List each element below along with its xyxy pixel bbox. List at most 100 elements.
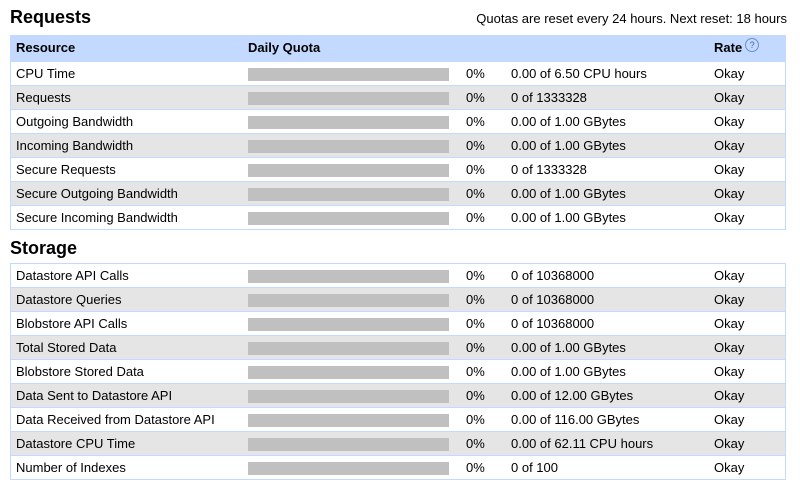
quota-usage: 0.00 of 6.50 CPU hours — [511, 66, 647, 81]
quota-bar — [248, 438, 449, 451]
quota-percent: 0% — [466, 388, 485, 403]
table-row: Incoming Bandwidth 0% 0.00 of 1.00 GBytes O… — [11, 133, 785, 157]
table-row: Blobstore Stored Data 0% 0.00 of 1.00 GByt… — [11, 359, 785, 383]
quota-bar — [248, 390, 449, 403]
quota-bar — [248, 342, 449, 355]
rate-status: Okay — [714, 436, 745, 451]
resource-name: Secure Incoming Bandwidth — [16, 210, 178, 225]
resource-name: Blobstore API Calls — [16, 316, 128, 331]
storage-section-title: Storage — [10, 238, 78, 258]
table-row: Secure Outgoing Bandwidth 0% 0.00 of 1.00 … — [11, 181, 785, 205]
table-row: Total Stored Data 0% 0.00 of 1.00 GBytes Ok… — [11, 335, 785, 359]
quota-percent: 0% — [466, 412, 485, 427]
rate-status: Okay — [714, 186, 745, 201]
quota-usage: 0.00 of 1.00 GBytes — [511, 114, 626, 129]
rate-status: Okay — [714, 460, 745, 475]
quota-percent: 0% — [466, 364, 485, 379]
table-row: CPU Time 0% 0.00 of 6.50 CPU hours Okay — [11, 61, 785, 85]
resource-name: Secure Requests — [16, 162, 116, 177]
quota-usage: 0.00 of 1.00 GBytes — [511, 138, 626, 153]
quota-bar — [248, 68, 449, 81]
quota-usage: 0.00 of 1.00 GBytes — [511, 364, 626, 379]
rate-status: Okay — [714, 66, 745, 81]
table-row: Datastore CPU Time 0% 0.00 of 62.11 CPU ho… — [11, 431, 785, 455]
header-resource: Resource — [16, 40, 76, 55]
quota-usage: 0 of 10368000 — [511, 268, 595, 283]
rate-status: Okay — [714, 340, 745, 355]
table-row: Data Sent to Datastore API 0% 0.00 of 12.0… — [11, 383, 785, 407]
quota-usage: 0.00 of 62.11 CPU hours — [511, 436, 654, 451]
quota-usage: 0.00 of 116.00 GBytes — [511, 412, 640, 427]
quota-percent: 0% — [466, 436, 485, 451]
requests-table: Resource Daily Quota Rate? CPU Time 0% 0.0… — [10, 35, 786, 230]
quota-bar — [248, 366, 449, 379]
quota-percent: 0% — [466, 210, 485, 225]
quota-usage: 0.00 of 1.00 GBytes — [511, 186, 626, 201]
quota-bar — [248, 92, 449, 105]
table-row: Number of Indexes 0% 0 of 100 Okay — [11, 455, 785, 479]
rate-status: Okay — [714, 316, 745, 331]
quota-reset-note: Quotas are reset every 24 hours. Next re… — [476, 11, 787, 26]
quota-percent: 0% — [466, 268, 485, 283]
quota-usage: 0.00 of 1.00 GBytes — [511, 340, 626, 355]
quota-bar — [248, 318, 449, 331]
resource-name: Secure Outgoing Bandwidth — [16, 186, 178, 201]
resource-name: Incoming Bandwidth — [16, 138, 134, 153]
quota-bar — [248, 116, 449, 129]
quota-percent: 0% — [466, 114, 485, 129]
quota-percent: 0% — [466, 186, 485, 201]
table-row: Datastore API Calls 0% 0 of 10368000 Okay — [11, 263, 785, 287]
rate-status: Okay — [714, 412, 745, 427]
quota-usage: 0 of 10368000 — [511, 292, 595, 307]
quota-usage: 0.00 of 1.00 GBytes — [511, 210, 626, 225]
quota-usage: 0.00 of 12.00 GBytes — [511, 388, 634, 403]
rate-status: Okay — [714, 388, 745, 403]
resource-name: Datastore API Calls — [16, 268, 129, 283]
quota-bar — [248, 270, 449, 283]
storage-table: Datastore API Calls 0% 0 of 10368000 Okay Da… — [10, 263, 786, 480]
quota-percent: 0% — [466, 90, 485, 105]
table-row: Blobstore API Calls 0% 0 of 10368000 Okay — [11, 311, 785, 335]
header-rate-label: Rate — [714, 40, 743, 55]
resource-name: Data Received from Datastore API — [16, 412, 215, 427]
resource-name: CPU Time — [16, 66, 76, 81]
quota-bar — [248, 462, 449, 475]
rate-status: Okay — [714, 138, 745, 153]
rate-status: Okay — [714, 210, 745, 225]
table-row: Datastore Queries 0% 0 of 10368000 Okay — [11, 287, 785, 311]
quota-bar — [248, 212, 449, 225]
resource-name: Number of Indexes — [16, 460, 126, 475]
resource-name: Requests — [16, 90, 71, 105]
rate-status: Okay — [714, 364, 745, 379]
quota-percent: 0% — [466, 162, 485, 177]
quota-bar — [248, 188, 449, 201]
quota-usage: 0 of 100 — [511, 460, 558, 475]
quota-bar — [248, 140, 449, 153]
rate-status: Okay — [714, 162, 745, 177]
quota-usage: 0 of 10368000 — [511, 316, 595, 331]
table-row: Secure Incoming Bandwidth 0% 0.00 of 1.00 … — [11, 205, 785, 229]
resource-name: Total Stored Data — [16, 340, 117, 355]
quota-bar — [248, 414, 449, 427]
help-icon[interactable]: ? — [745, 38, 760, 52]
quota-percent: 0% — [466, 66, 485, 81]
table-header: Resource Daily Quota Rate? — [11, 35, 785, 61]
quota-percent: 0% — [466, 340, 485, 355]
quota-bar — [248, 164, 449, 177]
table-row: Outgoing Bandwidth 0% 0.00 of 1.00 GBytes O… — [11, 109, 785, 133]
rate-status: Okay — [714, 268, 745, 283]
rate-status: Okay — [714, 292, 745, 307]
quota-usage: 0 of 1333328 — [511, 162, 587, 177]
quota-usage: 0 of 1333328 — [511, 90, 587, 105]
rate-status: Okay — [714, 114, 745, 129]
resource-name: Datastore Queries — [16, 292, 122, 307]
table-row: Requests 0% 0 of 1333328 Okay — [11, 85, 785, 109]
quota-percent: 0% — [466, 460, 485, 475]
rate-status: Okay — [714, 90, 745, 105]
resource-name: Blobstore Stored Data — [16, 364, 144, 379]
requests-section-title: Requests — [10, 7, 92, 27]
table-row: Secure Requests 0% 0 of 1333328 Okay — [11, 157, 785, 181]
resource-name: Outgoing Bandwidth — [16, 114, 134, 129]
quota-percent: 0% — [466, 316, 485, 331]
header-rate: Rate? — [714, 35, 760, 61]
